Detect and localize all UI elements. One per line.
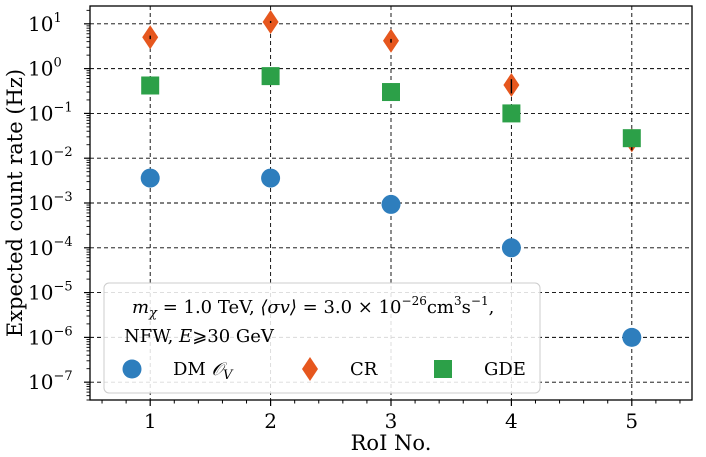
legend-square-marker [434, 360, 452, 378]
square-marker [261, 67, 280, 86]
legend-box [103, 282, 541, 394]
circle-marker [381, 194, 401, 214]
legend-label: DM 𝒪V [173, 359, 234, 383]
square-marker [502, 104, 521, 123]
y-tick-label: 10−7 [28, 369, 73, 394]
y-tick-label: 10−6 [28, 324, 73, 349]
square-marker [141, 76, 160, 95]
y-tick-label: 10−4 [28, 235, 73, 260]
y-axis-title: Expected count rate (Hz) [3, 69, 27, 337]
y-tick-label: 10−5 [28, 280, 73, 305]
circle-marker [140, 168, 160, 188]
y-tick-label: 10−2 [28, 145, 73, 170]
x-tick-label: 1 [144, 409, 157, 433]
data-markers [140, 9, 642, 347]
legend: mχ = 1.0 TeV, ⟨σv⟩ = 3.0 × 10−26cm3s−1, … [103, 282, 541, 394]
legend-label: GDE [484, 359, 526, 380]
y-tick-label: 10−1 [28, 100, 73, 125]
square-marker [382, 83, 400, 102]
legend-diamond-marker [302, 357, 318, 381]
legend-parameters-line: mχ = 1.0 TeV, ⟨σv⟩ = 3.0 × 10−26cm3s−1, [132, 294, 494, 321]
x-tick-label: 2 [264, 409, 277, 433]
y-tick-label: 101 [28, 11, 62, 36]
x-axis-title: RoI No. [351, 431, 432, 455]
legend-entries: DM 𝒪V CR GDE [122, 357, 526, 383]
axis-ticks: 1 2 3 4 5 10−7 10−6 10−5 10−4 10−3 10−2 10−1 100 101 [28, 9, 681, 433]
y-tick-label: 100 [28, 56, 62, 81]
x-tick-label: 5 [625, 409, 638, 433]
legend-model-line: NFW, E⩾30 GeV [124, 326, 275, 347]
legend-label: CR [350, 359, 378, 380]
y-tick-label: 10−3 [28, 190, 73, 215]
x-tick-label: 3 [385, 409, 398, 433]
circle-marker [622, 327, 642, 347]
x-tick-label: 4 [505, 409, 518, 433]
circle-marker [261, 168, 281, 188]
circle-marker [501, 238, 521, 258]
legend-circle-marker [122, 359, 142, 379]
square-marker [622, 129, 641, 148]
